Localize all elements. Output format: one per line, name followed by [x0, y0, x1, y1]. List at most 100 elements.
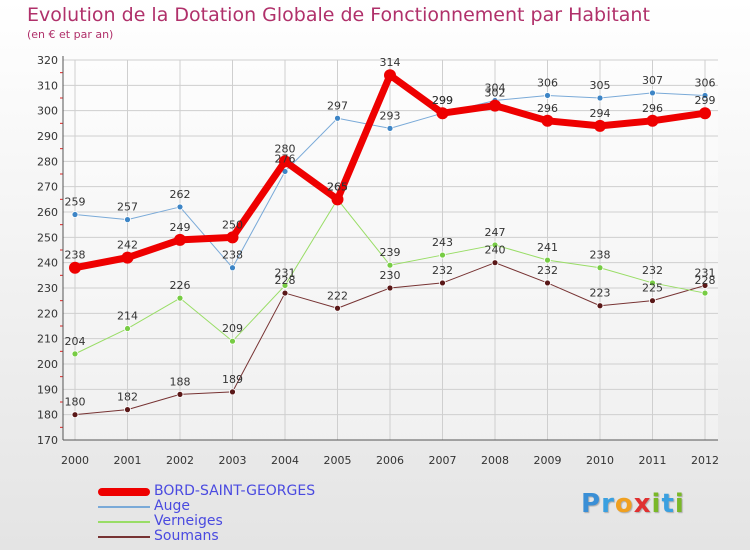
data-point	[701, 92, 709, 99]
data-label: 239	[380, 246, 401, 259]
data-point	[229, 388, 236, 396]
x-tick-label: 2012	[691, 454, 719, 467]
data-label: 247	[485, 226, 506, 239]
data-label: 231	[695, 266, 716, 279]
data-label: 243	[432, 236, 453, 249]
legend-label: Verneiges	[154, 513, 223, 529]
data-point	[174, 233, 186, 246]
data-point	[646, 114, 659, 127]
data-point	[699, 107, 711, 120]
chart-series	[69, 69, 711, 419]
y-tick-label: 260	[37, 206, 58, 219]
data-label: 188	[170, 375, 191, 388]
data-label: 249	[170, 221, 191, 234]
data-label: 180	[65, 396, 86, 409]
data-label: 265	[327, 180, 348, 193]
y-tick-label: 180	[37, 409, 58, 422]
data-label: 265	[327, 180, 348, 193]
data-label: 232	[537, 264, 558, 277]
y-tick-label: 320	[37, 54, 58, 67]
y-tick-label: 250	[37, 231, 58, 244]
legend-label: BORD-SAINT-GEORGES	[154, 483, 316, 499]
y-tick-label: 170	[37, 434, 58, 447]
data-label: 231	[275, 266, 296, 279]
data-point	[229, 264, 236, 272]
proxiti-logo[interactable]: Proxiti	[581, 489, 685, 519]
data-label: 306	[537, 76, 558, 89]
data-point	[439, 279, 446, 287]
data-point	[176, 294, 184, 302]
y-tick-label: 310	[37, 79, 58, 92]
legend-swatch	[98, 488, 150, 496]
data-label: 223	[590, 287, 611, 300]
data-point	[541, 114, 554, 127]
data-point	[491, 259, 499, 267]
data-point	[649, 297, 656, 305]
data-point	[71, 350, 79, 358]
y-tick-label: 190	[37, 383, 58, 396]
data-point	[124, 406, 131, 414]
data-label: 228	[695, 274, 716, 287]
data-point	[386, 284, 394, 292]
data-point	[386, 261, 394, 269]
x-tick-label: 2009	[534, 454, 562, 467]
data-label: 296	[642, 102, 663, 115]
data-point	[124, 325, 131, 332]
legend-swatch	[98, 506, 150, 508]
data-label: 240	[485, 244, 506, 257]
data-label: 307	[642, 74, 663, 87]
data-label: 242	[117, 239, 138, 252]
data-point	[176, 390, 184, 398]
data-label: 238	[590, 249, 611, 262]
data-point	[334, 304, 341, 312]
data-point	[544, 279, 551, 287]
legend-swatch	[98, 536, 150, 538]
data-point	[596, 94, 604, 102]
data-label: 294	[590, 107, 611, 120]
y-tick-label: 220	[37, 307, 58, 320]
data-point	[281, 289, 289, 297]
y-tick-label: 280	[37, 155, 58, 168]
data-label: 182	[117, 391, 138, 404]
y-tick-label: 240	[37, 257, 58, 270]
data-label: 225	[642, 282, 663, 295]
x-tick-label: 2006	[376, 454, 404, 467]
y-tick-label: 270	[37, 181, 58, 194]
data-label: 189	[222, 373, 243, 386]
chart-title: Evolution de la Dotation Globale de Fonc…	[27, 4, 650, 26]
data-point	[384, 69, 396, 82]
data-point	[701, 282, 709, 289]
data-point	[596, 302, 604, 310]
data-point	[279, 155, 291, 168]
data-label: 304	[485, 82, 506, 95]
data-label: 209	[222, 322, 243, 335]
data-label: 259	[65, 196, 86, 209]
x-tick-label: 2005	[324, 454, 352, 467]
data-label: 257	[117, 201, 138, 214]
data-label: 280	[275, 142, 296, 155]
data-point	[69, 261, 81, 274]
data-label: 262	[170, 188, 191, 201]
chart-axes: 170 180 190 200 210 220 230 240 250 260 270 280 290 3…	[37, 54, 719, 467]
x-tick-label: 2011	[639, 454, 667, 467]
x-tick-label: 2001	[114, 454, 142, 467]
x-tick-label: 2002	[166, 454, 194, 467]
x-tick-label: 2000	[61, 454, 89, 467]
data-point	[649, 89, 656, 97]
data-label: 299	[695, 94, 716, 107]
data-label: 226	[170, 279, 191, 292]
data-label: 306	[695, 76, 716, 89]
data-label: 297	[327, 99, 348, 112]
data-point	[176, 203, 184, 211]
data-point	[334, 114, 341, 122]
data-label: 241	[537, 241, 558, 254]
data-label: 228	[275, 274, 296, 287]
y-tick-label: 200	[37, 358, 58, 371]
data-label: 302	[485, 87, 506, 100]
data-point	[649, 279, 656, 287]
x-tick-label: 2008	[481, 454, 509, 467]
data-label: 314	[380, 56, 401, 69]
data-point	[596, 264, 604, 272]
data-label: 222	[327, 289, 348, 302]
